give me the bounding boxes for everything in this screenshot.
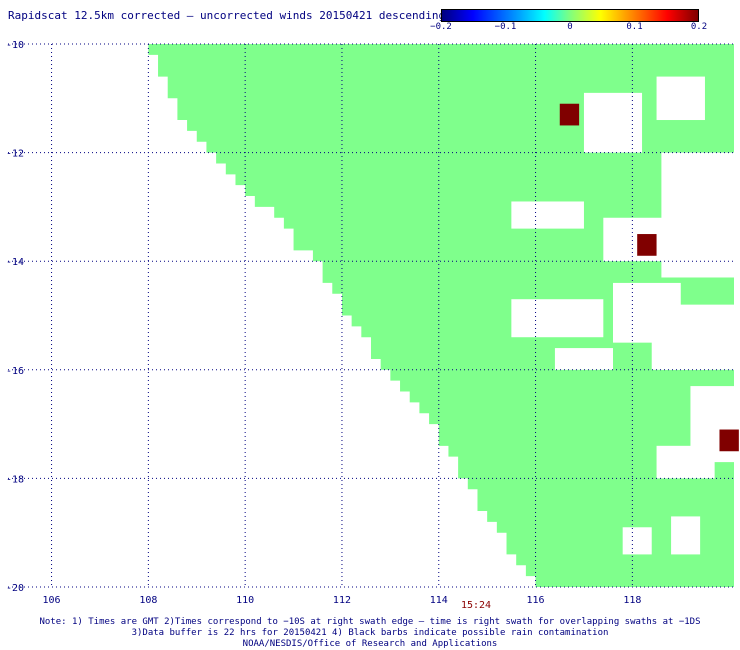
data-gap-12 bbox=[622, 527, 652, 555]
colorbar-tick-0: −0.2 bbox=[430, 22, 452, 32]
y-tick-label-1: -12 bbox=[6, 149, 24, 160]
colorbar-tick-3: 0.1 bbox=[626, 22, 643, 32]
data-gap-9 bbox=[554, 348, 613, 370]
x-tick-label-3: 112 bbox=[333, 595, 351, 606]
high-value-cell-1 bbox=[637, 234, 657, 256]
data-gap-4 bbox=[661, 152, 734, 278]
data-gap-13 bbox=[671, 516, 701, 555]
data-gap-8 bbox=[651, 337, 710, 370]
note-line-2: 3)Data buffer is 22 hrs for 20150421 4) … bbox=[131, 628, 609, 638]
y-tick-label-5: -20 bbox=[6, 583, 24, 594]
colorbar-tick-1: −0.1 bbox=[494, 22, 517, 32]
x-tick-label-1: 108 bbox=[139, 595, 157, 606]
x-tick-label-6: 118 bbox=[623, 595, 641, 606]
data-gap-0 bbox=[511, 201, 584, 229]
note-line-1: Note: 1) Times are GMT 2)Times correspon… bbox=[39, 617, 701, 627]
data-gap-1 bbox=[583, 92, 643, 153]
data-gap-5 bbox=[511, 299, 604, 338]
data-gap-11 bbox=[656, 445, 715, 479]
x-tick-label-4: 114 bbox=[430, 595, 448, 606]
data-gap-2 bbox=[656, 76, 705, 121]
colorbar-tick-4: 0.2 bbox=[690, 22, 708, 32]
swath-region bbox=[148, 44, 735, 587]
high-value-cell-2 bbox=[719, 429, 739, 452]
colorbar bbox=[441, 9, 699, 22]
y-tick-label-0: -10 bbox=[6, 40, 24, 51]
x-tick-label-2: 110 bbox=[236, 595, 254, 606]
swath-time-label: 15:24 bbox=[460, 600, 492, 611]
y-tick-label-2: -14 bbox=[6, 257, 24, 268]
chart-title: Rapidscat 12.5km corrected — uncorrected… bbox=[8, 9, 446, 22]
x-tick-label-5: 116 bbox=[527, 595, 545, 606]
x-tick-label-0: 106 bbox=[43, 595, 61, 606]
colorbar-tick-2: 0 bbox=[567, 22, 573, 32]
high-value-cell-0 bbox=[559, 103, 580, 126]
y-tick-label-4: -18 bbox=[6, 474, 24, 485]
note-line-3: NOAA/NESDIS/Office of Research and Appli… bbox=[242, 639, 498, 649]
y-tick-label-3: -16 bbox=[6, 366, 24, 377]
